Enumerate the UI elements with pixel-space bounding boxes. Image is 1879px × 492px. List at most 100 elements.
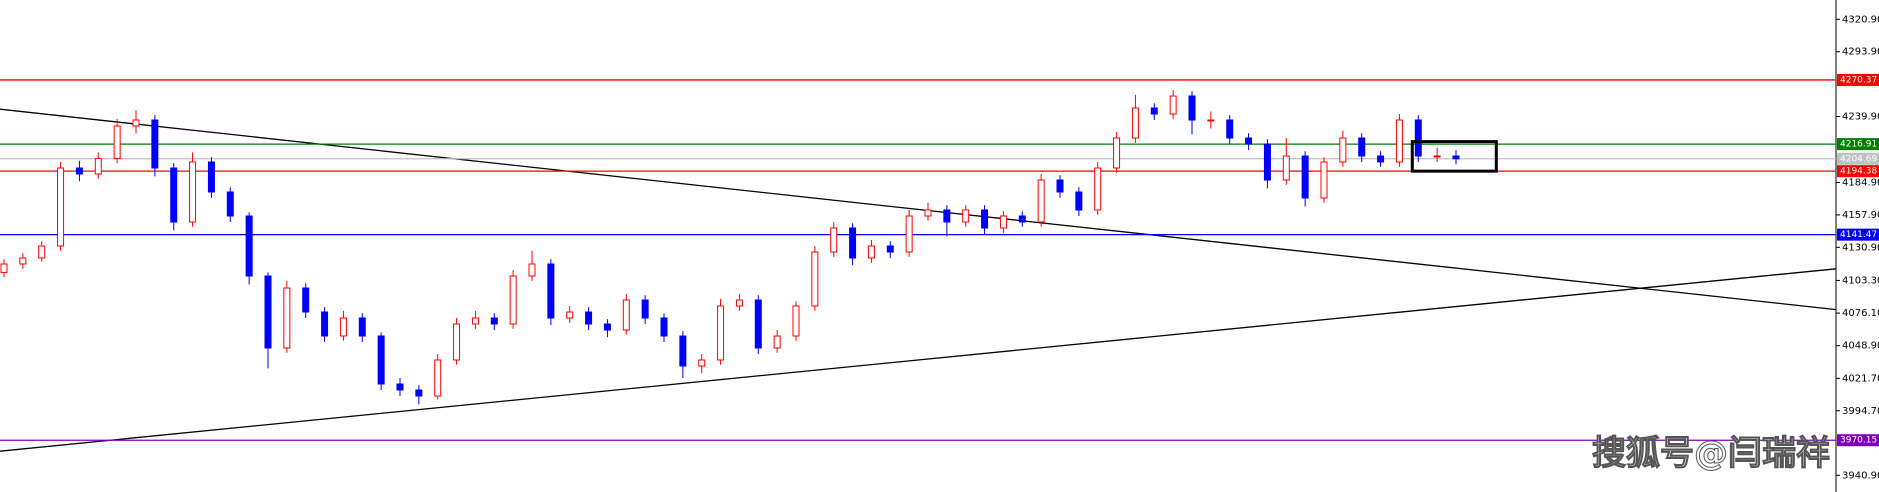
level-label: 3970.15	[1840, 436, 1877, 446]
y-tick-label: 4184.90	[1842, 178, 1879, 189]
candle-body	[830, 227, 838, 253]
candle-body	[434, 359, 442, 397]
candle-body	[339, 317, 347, 337]
candle-body	[283, 287, 291, 349]
candle-body	[1433, 155, 1441, 158]
candle-body	[1018, 215, 1026, 223]
candle-body	[132, 119, 140, 127]
candle-body	[1377, 155, 1385, 163]
candle-body	[679, 335, 687, 367]
candle-body	[528, 263, 536, 277]
candle-body	[566, 311, 574, 319]
candle-body	[1169, 95, 1177, 115]
candle-body	[1301, 155, 1309, 199]
candle-body	[1037, 179, 1045, 223]
candle-body	[585, 311, 593, 325]
candle-body	[1226, 119, 1234, 139]
candle-body	[1207, 119, 1215, 122]
level-label: 4216.91	[1840, 140, 1877, 150]
candle-body	[207, 161, 215, 193]
candle-body	[886, 245, 894, 253]
level-label: 4141.47	[1840, 230, 1877, 240]
candle-body	[1056, 179, 1064, 193]
candle-body	[1094, 167, 1102, 211]
candle-body	[773, 335, 781, 349]
candle-body	[0, 263, 8, 273]
candle-body	[226, 191, 234, 217]
candle-body	[1131, 107, 1139, 139]
candle-body	[113, 125, 121, 159]
candle-body	[622, 299, 630, 331]
candle-body	[302, 287, 310, 313]
y-tick-label: 4130.90	[1842, 242, 1879, 253]
watermark: 搜狐号@闫瑞祥	[1592, 434, 1830, 474]
candle-body	[698, 359, 706, 367]
candle-body	[924, 209, 932, 217]
candle-body	[1263, 143, 1271, 181]
level-label-bg	[1837, 228, 1879, 241]
level-label: 4204.69	[1840, 154, 1877, 164]
trendline	[0, 108, 1837, 311]
candle-body	[735, 299, 743, 307]
candle-body	[170, 167, 178, 223]
candle-body	[811, 251, 819, 307]
candle-body	[321, 311, 329, 337]
y-tick-label: 4021.70	[1842, 373, 1879, 384]
y-tick-label: 3940.90	[1842, 470, 1879, 481]
candle-body	[57, 167, 65, 247]
y-tick-label: 4048.90	[1842, 341, 1879, 352]
candle-body	[1113, 137, 1121, 169]
candle-body	[660, 317, 668, 337]
candle-body	[849, 227, 857, 259]
candle-body	[377, 335, 385, 385]
candle-body	[19, 257, 27, 265]
candle-body	[264, 275, 272, 349]
candle-body	[981, 209, 989, 229]
y-tick-label: 4293.90	[1842, 47, 1879, 58]
y-tick-label: 4239.90	[1842, 112, 1879, 123]
candle-body	[151, 119, 159, 169]
level-label-bg	[1837, 152, 1879, 165]
trendline	[0, 268, 1837, 452]
candle-body	[490, 317, 498, 325]
candle-body	[905, 215, 913, 253]
candle-body	[717, 305, 725, 361]
candle-body	[75, 167, 83, 175]
candle-body	[754, 299, 762, 349]
candle-body	[1188, 95, 1196, 121]
candle-body	[1358, 137, 1366, 157]
level-label: 4270.37	[1840, 75, 1877, 85]
candle-body	[547, 263, 555, 319]
candle-body	[1075, 191, 1083, 211]
candle-body	[999, 215, 1007, 229]
candle-body	[962, 209, 970, 223]
candle-body	[603, 323, 611, 331]
candle-body	[471, 317, 479, 325]
candle-body	[641, 299, 649, 319]
candle-body	[189, 161, 197, 223]
candle-body	[1414, 119, 1422, 157]
level-label-bg	[1837, 73, 1879, 86]
candle-body	[358, 317, 366, 337]
candle-body	[1150, 107, 1158, 115]
candle-body	[38, 245, 46, 259]
candle-body	[245, 215, 253, 277]
y-tick-label: 3994.70	[1842, 406, 1879, 417]
y-tick-label: 4320.90	[1842, 14, 1879, 25]
candle-body	[509, 275, 517, 325]
candle-body	[1320, 161, 1328, 199]
y-tick-label: 4157.90	[1842, 210, 1879, 221]
candle-body	[1282, 155, 1290, 181]
candle-body	[94, 157, 102, 175]
candle-body	[792, 305, 800, 337]
candle-body	[453, 323, 461, 361]
level-label-bg	[1837, 165, 1879, 178]
candle-body	[396, 383, 404, 391]
level-label-bg	[1837, 138, 1879, 151]
candle-body	[867, 245, 875, 259]
y-tick-label: 4076.10	[1842, 308, 1879, 319]
level-label: 4194.38	[1840, 167, 1877, 177]
candle-body	[1245, 137, 1253, 145]
y-tick-label: 4103.30	[1842, 275, 1879, 286]
